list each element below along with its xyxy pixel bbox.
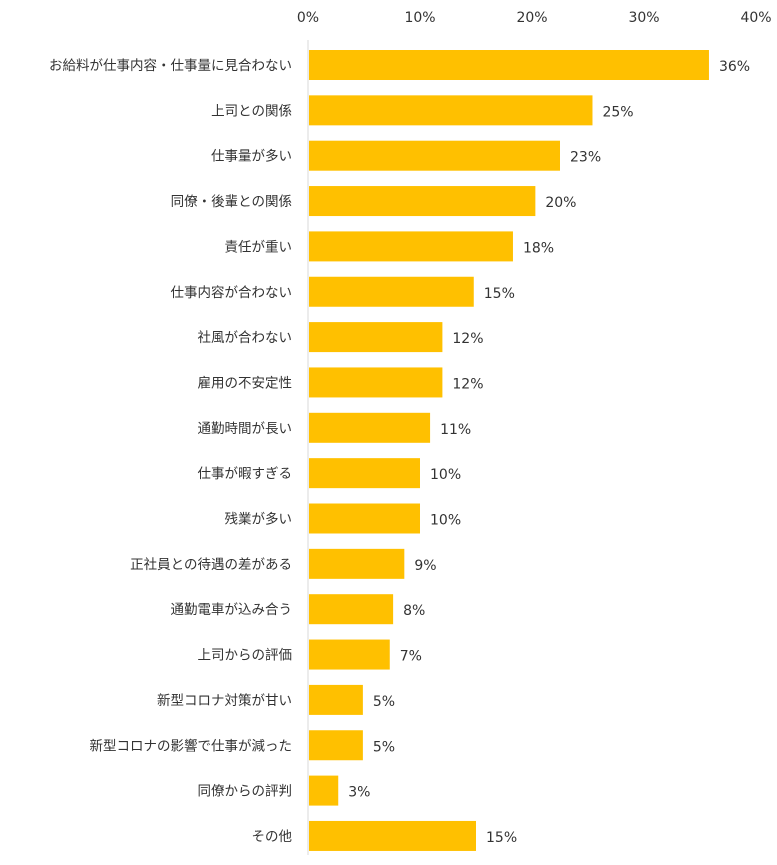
category-label: 新型コロナの影響で仕事が減った: [90, 737, 293, 754]
bar: [309, 458, 420, 489]
bar: [309, 639, 390, 670]
category-label: 責任が重い: [225, 239, 293, 255]
category-label: 同僚・後輩との関係: [171, 194, 292, 210]
category-label: 通勤電車が込み合う: [171, 602, 293, 618]
x-tick-label: 20%: [516, 10, 547, 26]
value-label: 11%: [440, 422, 471, 438]
value-label: 25%: [602, 104, 633, 120]
category-label: 残業が多い: [225, 511, 293, 528]
value-labels: 36% 25% 23% 20% 18% 15% 12% 12% 11% 10% 10% 9% 8% 7% 5…: [348, 59, 750, 846]
bar: [309, 503, 420, 534]
category-label: 上司からの評価: [198, 648, 293, 664]
category-label: 社風が合わない: [198, 330, 293, 346]
category-label: 仕事が暇すぎる: [198, 466, 293, 482]
value-label: 23%: [570, 150, 601, 166]
value-label: 10%: [430, 467, 461, 483]
category-label: 通勤時間が長い: [198, 421, 293, 437]
bar: [309, 95, 593, 126]
bar: [309, 50, 709, 80]
value-label: 3%: [348, 785, 370, 801]
x-tick-label: 10%: [404, 10, 435, 26]
category-label: 正社員との待遇の差がある: [130, 557, 292, 573]
bar: [309, 684, 363, 715]
category-label: 仕事内容が合わない: [171, 284, 293, 301]
category-label: その他: [252, 829, 293, 845]
category-label: 上司との関係: [211, 103, 292, 119]
bar: [309, 276, 474, 307]
bar: [309, 594, 394, 625]
value-label: 20%: [545, 195, 576, 211]
value-label: 15%: [486, 830, 517, 846]
value-label: 12%: [452, 376, 483, 392]
category-label: 仕事量が多い: [211, 148, 292, 165]
bars-group: [309, 50, 709, 851]
value-label: 10%: [430, 513, 461, 529]
value-label: 36%: [719, 59, 750, 75]
bar: [309, 730, 363, 761]
bar: [309, 140, 560, 171]
value-label: 7%: [400, 649, 422, 665]
value-label: 15%: [484, 286, 515, 302]
value-label: 8%: [403, 603, 425, 619]
bar: [309, 367, 443, 398]
bar: [309, 548, 405, 579]
bar: [309, 775, 339, 806]
bar: [309, 322, 443, 353]
x-tick-label: 30%: [628, 10, 659, 26]
x-tick-label: 40%: [740, 10, 771, 26]
category-labels: お給料が仕事内容・仕事量に見合わない上司との関係仕事量が多い同僚・後輩との関係責…: [49, 57, 292, 845]
value-label: 18%: [523, 240, 554, 256]
value-label: 5%: [373, 694, 395, 710]
value-label: 12%: [452, 331, 483, 347]
value-label: 5%: [373, 739, 395, 755]
category-label: 雇用の不安定性: [198, 374, 293, 391]
bar: [309, 412, 431, 443]
value-label: 9%: [414, 558, 436, 574]
x-tick-label: 0%: [297, 10, 319, 26]
x-axis-ticks: 0% 10% 20% 30% 40%: [297, 10, 772, 26]
category-label: お給料が仕事内容・仕事量に見合わない: [49, 57, 292, 74]
category-label: 同僚からの評判: [198, 784, 293, 800]
bar: [309, 820, 476, 851]
category-label: 新型コロナ対策が甘い: [157, 692, 292, 709]
bar: [309, 186, 536, 217]
bar: [309, 231, 513, 262]
